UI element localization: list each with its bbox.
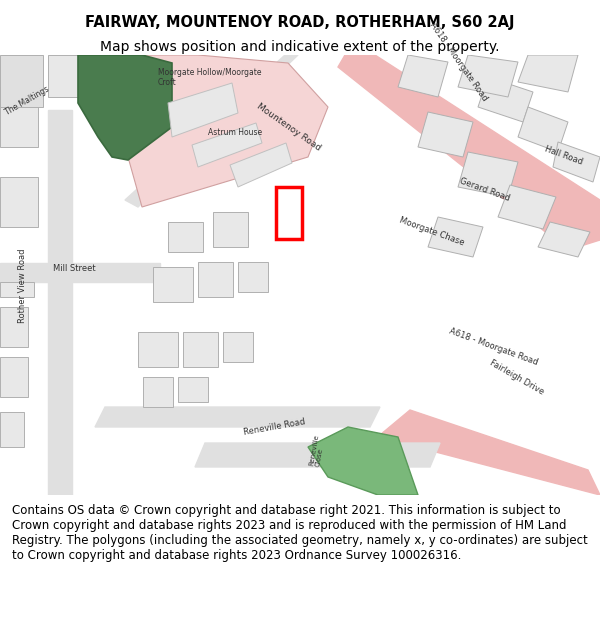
- Polygon shape: [0, 412, 24, 447]
- Polygon shape: [0, 263, 160, 282]
- Text: Moorgate Hollow/Moorgate
Croft: Moorgate Hollow/Moorgate Croft: [158, 68, 262, 87]
- Text: A618 - Moorgate Road: A618 - Moorgate Road: [448, 326, 539, 367]
- Bar: [276, 187, 302, 239]
- Polygon shape: [518, 107, 568, 152]
- Polygon shape: [48, 110, 72, 495]
- Polygon shape: [230, 143, 292, 187]
- Polygon shape: [128, 55, 328, 207]
- Polygon shape: [458, 152, 518, 197]
- Text: Moorgate Chase: Moorgate Chase: [398, 215, 466, 247]
- Text: Rother View Road: Rother View Road: [18, 249, 27, 323]
- Polygon shape: [95, 407, 380, 427]
- Text: Hall Road: Hall Road: [543, 145, 584, 167]
- Polygon shape: [168, 222, 203, 252]
- Polygon shape: [178, 377, 208, 402]
- Text: Gerard Road: Gerard Road: [458, 176, 511, 203]
- Polygon shape: [308, 427, 418, 495]
- Polygon shape: [48, 55, 98, 97]
- Text: Reneville Road: Reneville Road: [243, 418, 306, 437]
- Text: Astrum House: Astrum House: [208, 128, 262, 137]
- Text: Mountenoy Road: Mountenoy Road: [255, 102, 323, 153]
- Polygon shape: [0, 55, 43, 107]
- Polygon shape: [398, 55, 448, 97]
- Polygon shape: [153, 267, 193, 302]
- Polygon shape: [78, 55, 172, 160]
- Polygon shape: [138, 332, 178, 367]
- Polygon shape: [195, 443, 440, 467]
- Polygon shape: [498, 185, 556, 229]
- Polygon shape: [198, 262, 233, 297]
- Polygon shape: [125, 55, 298, 207]
- Polygon shape: [0, 357, 28, 397]
- Polygon shape: [538, 222, 590, 257]
- Polygon shape: [168, 83, 238, 137]
- Polygon shape: [0, 87, 38, 147]
- Polygon shape: [518, 55, 578, 92]
- Text: Reneville
Close: Reneville Close: [308, 434, 326, 467]
- Polygon shape: [478, 77, 533, 122]
- Text: The Maltings: The Maltings: [3, 84, 50, 117]
- Polygon shape: [553, 142, 600, 182]
- Polygon shape: [0, 282, 34, 297]
- Polygon shape: [192, 123, 262, 167]
- Polygon shape: [223, 332, 253, 362]
- Polygon shape: [0, 177, 38, 227]
- Polygon shape: [0, 307, 28, 347]
- Polygon shape: [338, 55, 600, 250]
- Polygon shape: [418, 112, 473, 157]
- Polygon shape: [428, 217, 483, 257]
- Polygon shape: [143, 377, 173, 407]
- Text: A618 - Moorgate Road: A618 - Moorgate Road: [428, 21, 489, 103]
- Text: Mill Street: Mill Street: [53, 264, 95, 273]
- Polygon shape: [183, 332, 218, 367]
- Text: Contains OS data © Crown copyright and database right 2021. This information is : Contains OS data © Crown copyright and d…: [12, 504, 588, 562]
- Text: Map shows position and indicative extent of the property.: Map shows position and indicative extent…: [100, 39, 500, 54]
- Text: Fairleigh Drive: Fairleigh Drive: [488, 359, 545, 397]
- Polygon shape: [238, 262, 268, 292]
- Polygon shape: [458, 55, 518, 97]
- Polygon shape: [213, 212, 248, 247]
- Text: FAIRWAY, MOUNTENOY ROAD, ROTHERHAM, S60 2AJ: FAIRWAY, MOUNTENOY ROAD, ROTHERHAM, S60 …: [85, 16, 515, 31]
- Polygon shape: [380, 410, 600, 495]
